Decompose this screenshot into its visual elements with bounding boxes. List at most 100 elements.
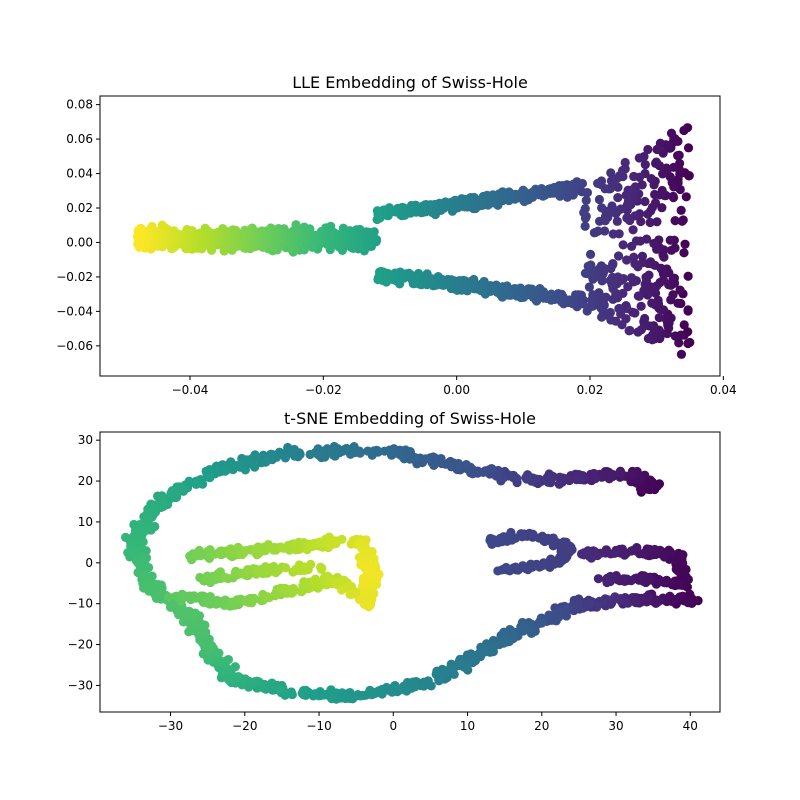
lle-point: [639, 317, 649, 327]
lle-point: [666, 245, 677, 255]
tsne-point: [610, 548, 620, 558]
tsne-point: [420, 454, 431, 464]
tsne-point: [598, 596, 608, 607]
lle-point: [621, 190, 631, 200]
tsne-point: [554, 479, 564, 489]
lle-point: [670, 215, 680, 226]
lle-point: [641, 272, 651, 282]
tsne-point: [593, 574, 604, 584]
tsne-point: [216, 656, 226, 666]
lle-point: [597, 276, 607, 286]
lle-ytick-label: 0.02: [66, 201, 93, 215]
tsne-point: [327, 694, 337, 704]
lle-title: LLE Embedding of Swiss-Hole: [292, 73, 528, 92]
lle-xtick-label: 0.02: [577, 383, 604, 397]
tsne-point: [167, 486, 177, 496]
tsne-point: [193, 628, 203, 639]
tsne-point: [365, 568, 375, 578]
lle-point: [581, 195, 591, 205]
tsne-point: [634, 575, 644, 585]
tsne-point: [673, 580, 683, 590]
lle-point: [683, 271, 693, 281]
lle-point: [666, 128, 677, 138]
lle-point: [157, 220, 167, 230]
lle-point: [589, 228, 599, 238]
lle-point: [670, 331, 680, 341]
lle-point: [643, 209, 653, 219]
lle-point: [219, 245, 229, 256]
lle-point: [622, 255, 632, 265]
lle-point: [607, 201, 617, 211]
lle-point: [612, 216, 622, 226]
tsne-point: [365, 600, 375, 610]
lle-point: [683, 306, 693, 316]
lle-point: [681, 192, 691, 202]
tsne-point: [601, 575, 611, 585]
lle-point: [579, 208, 589, 218]
lle-point: [645, 217, 655, 228]
tsne-point: [245, 459, 255, 469]
tsne-title: t-SNE Embedding of Swiss-Hole: [284, 409, 536, 428]
lle-point: [373, 275, 383, 285]
tsne-point: [561, 611, 572, 621]
tsne-point: [620, 597, 630, 607]
lle-point: [620, 157, 630, 168]
tsne-point: [468, 653, 478, 663]
lle-point: [679, 248, 689, 258]
tsne-point: [590, 474, 600, 484]
lle-ytick-label: 0.00: [66, 235, 93, 249]
tsne-point: [280, 453, 291, 463]
tsne-point: [659, 577, 669, 587]
lle-point: [372, 206, 383, 216]
tsne-point: [302, 562, 312, 573]
tsne-point: [164, 592, 174, 602]
tsne-point: [263, 592, 273, 602]
lle-point: [614, 304, 624, 314]
lle-point: [608, 229, 618, 239]
tsne-point: [526, 628, 537, 638]
lle-point: [650, 158, 661, 168]
lle-point: [627, 241, 637, 251]
lle-points: [132, 123, 695, 359]
tsne-point: [638, 549, 648, 559]
lle-point: [661, 313, 671, 324]
tsne-point: [571, 475, 582, 485]
tsne-point: [288, 583, 299, 594]
tsne-xtick-label: 10: [460, 719, 475, 733]
lle-point: [640, 160, 650, 170]
tsne-point: [267, 544, 277, 554]
lle-ytick-label: 0.06: [66, 132, 93, 146]
lle-point: [673, 150, 683, 161]
tsne-ticks: −30 −20 −10 0 10 20 30 40 −30 −20 −10 0 10 20 30: [68, 433, 698, 733]
tsne-xtick-label: 30: [608, 719, 623, 733]
tsne-xtick-label: −20: [232, 719, 257, 733]
tsne-point: [440, 667, 451, 677]
tsne-points: [121, 441, 703, 704]
tsne-point: [408, 677, 418, 687]
tsne-point: [523, 473, 533, 483]
lle-point: [605, 275, 615, 286]
lle-point: [634, 153, 644, 163]
tsne-point: [475, 652, 486, 662]
tsne-point: [223, 654, 234, 665]
tsne-axes-frame: [99, 431, 721, 713]
tsne-point: [367, 690, 377, 700]
tsne-point: [259, 680, 269, 690]
tsne-point: [546, 478, 556, 488]
lle-point: [132, 231, 143, 242]
lle-point: [654, 313, 664, 323]
tsne-subplot: t-SNE Embedding of Swiss-Hole −30 −20 −10 0…: [68, 409, 721, 733]
tsne-point: [280, 583, 290, 594]
lle-point: [637, 251, 648, 261]
tsne-point: [316, 688, 326, 698]
lle-point: [594, 216, 605, 226]
tsne-xtick-label: 20: [534, 719, 549, 733]
lle-point: [658, 250, 668, 260]
lle-point: [668, 191, 678, 201]
tsne-point: [191, 550, 201, 560]
tsne-point: [297, 688, 307, 698]
lle-point: [629, 252, 639, 262]
tsne-point: [254, 567, 264, 577]
tsne-ytick-label: −30: [68, 678, 93, 692]
tsne-point: [309, 576, 320, 586]
